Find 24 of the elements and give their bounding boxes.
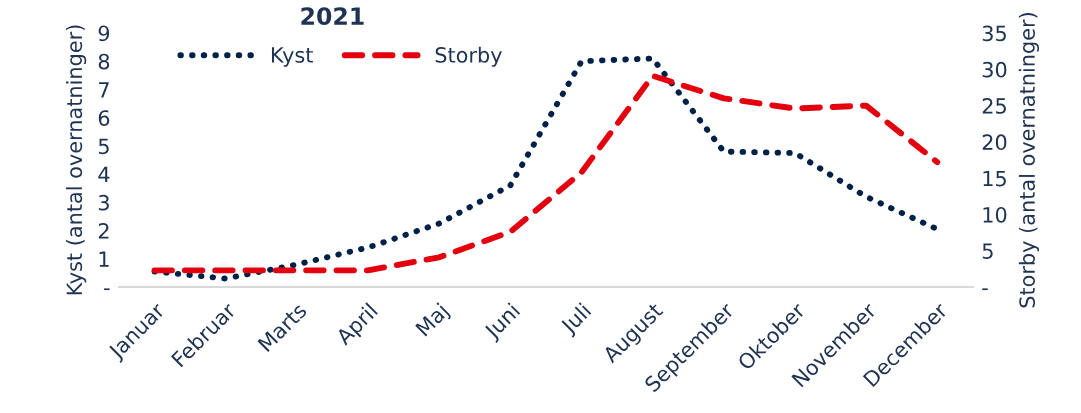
y-tick-label: 2: [98, 223, 109, 239]
y2-axis-title: Storby (antal overnatninger): [1018, 13, 1040, 308]
y-tick-label: 4: [98, 166, 110, 183]
y2-tick-label: 20: [982, 134, 1007, 151]
legend-label: Storby: [435, 46, 502, 67]
y2-tick-label: 5: [982, 243, 993, 259]
y2-tick-label: 25: [982, 98, 1006, 114]
y2-tick-label: 10: [983, 206, 1007, 223]
x-tick-label: Maj: [414, 302, 453, 340]
y2-tick-label: -: [982, 288, 988, 291]
chart-title: 2021: [301, 7, 364, 26]
y2-tick-label: 15: [983, 170, 1006, 187]
y-tick-label: -: [104, 288, 110, 291]
legend-label: Kyst: [271, 47, 313, 67]
y2-tick-label: 35: [982, 25, 1006, 42]
y-tick-label: 3: [98, 194, 109, 211]
y-tick-label: 1: [99, 251, 109, 267]
y-axis-title: Kyst (antal overnatninger): [66, 25, 87, 295]
y-tick-label: 7: [99, 82, 109, 98]
y2-tick-label: 30: [982, 61, 1007, 78]
y-tick-label: 8: [98, 53, 110, 70]
y-tick-label: 6: [98, 110, 110, 126]
y-tick-label: 5: [98, 138, 109, 155]
y-tick-label: 9: [98, 25, 110, 42]
